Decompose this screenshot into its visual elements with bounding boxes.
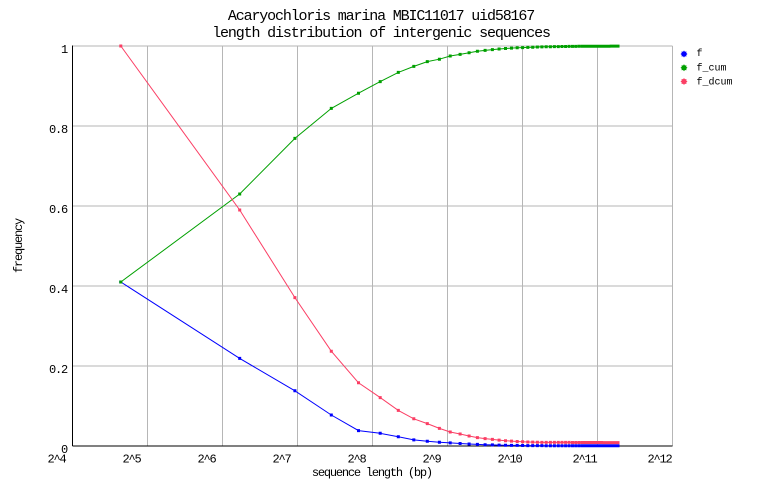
svg-text:2^5: 2^5 bbox=[123, 453, 142, 467]
svg-text:f_dcum: f_dcum bbox=[697, 77, 733, 89]
svg-text:1: 1 bbox=[61, 43, 68, 57]
svg-text:2^11: 2^11 bbox=[573, 453, 598, 467]
svg-text:0: 0 bbox=[61, 443, 68, 457]
svg-text:f: f bbox=[697, 48, 703, 60]
svg-text:2^8: 2^8 bbox=[348, 453, 367, 467]
svg-text:2^6: 2^6 bbox=[198, 453, 217, 467]
svg-text:0.8: 0.8 bbox=[49, 123, 68, 137]
svg-text:2^9: 2^9 bbox=[423, 453, 442, 467]
svg-text:0.2: 0.2 bbox=[49, 363, 68, 377]
svg-text:0.4: 0.4 bbox=[49, 283, 68, 297]
svg-text:Acaryochloris marina MBIC11017: Acaryochloris marina MBIC11017 uid58167 bbox=[228, 8, 534, 25]
svg-text:frequency: frequency bbox=[12, 218, 26, 273]
svg-text:2^10: 2^10 bbox=[498, 453, 523, 467]
svg-text:0.6: 0.6 bbox=[49, 203, 68, 217]
svg-text:2^7: 2^7 bbox=[273, 453, 292, 467]
svg-text:length distribution of interge: length distribution of intergenic sequen… bbox=[212, 25, 550, 42]
svg-text:f_cum: f_cum bbox=[697, 63, 727, 75]
svg-text:2^12: 2^12 bbox=[648, 453, 673, 467]
svg-text:2^4: 2^4 bbox=[48, 453, 67, 467]
svg-text:sequence length (bp): sequence length (bp) bbox=[312, 466, 432, 480]
